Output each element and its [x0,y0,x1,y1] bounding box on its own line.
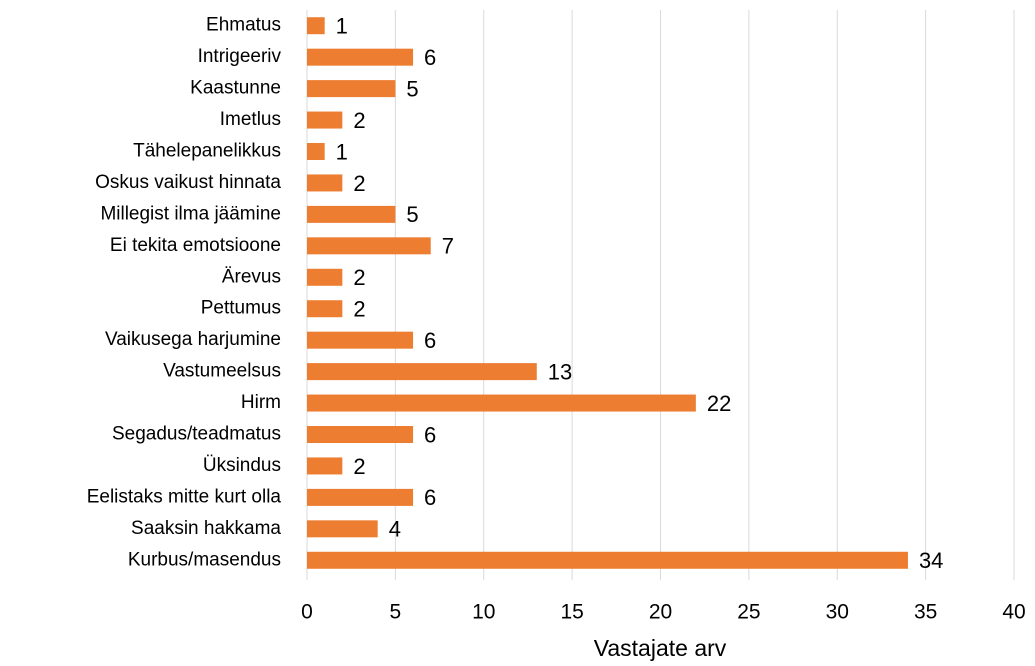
x-tick-label: 25 [737,601,760,624]
bar [307,205,396,223]
y-tick-label: Ärevus [222,266,281,287]
value-label: 22 [707,391,731,416]
x-axis-title: Vastajate arv [594,635,727,661]
value-label: 2 [353,297,365,322]
bar [307,426,414,443]
y-tick-label: Pettumus [201,298,281,319]
y-tick-label: Imetlus [220,109,281,130]
bar [307,551,908,569]
bar [307,143,325,160]
value-label: 5 [406,202,418,227]
y-tick-label: Ei tekita emotsioone [110,235,281,256]
bar [307,174,343,192]
x-tick-label: 20 [649,601,672,624]
y-tick-label: Ehmatus [206,15,281,36]
bar [307,268,343,286]
x-tick-label: 0 [301,601,313,624]
value-label: 6 [424,485,436,510]
y-tick-label: Vaikusega harjumine [105,329,281,350]
x-tick-label: 5 [390,601,402,624]
bar [307,111,343,129]
y-tick-label: Saaksin hakkama [131,518,281,539]
value-label: 2 [353,265,365,290]
value-label: 2 [353,108,365,133]
y-tick-label: Tähelepanelikkus [133,141,281,162]
value-label: 1 [336,14,348,39]
value-label: 6 [424,328,436,353]
bar [307,363,537,381]
bar [307,237,431,255]
bar [307,80,396,98]
y-tick-label: Segadus/teadmatus [112,424,281,445]
x-tick-label: 10 [472,601,495,624]
bar [307,394,696,412]
value-label: 1 [336,139,348,164]
value-label: 7 [442,234,454,259]
x-tick-label: 30 [826,601,849,624]
x-tick-label: 35 [914,601,937,624]
value-label: 5 [406,76,418,101]
y-tick-label: Kurbus/masendus [128,549,281,570]
y-tick-label: Üksindus [203,455,281,476]
x-tick-label: 15 [560,601,583,624]
bar [307,488,414,506]
value-label: 13 [548,359,572,384]
value-label: 2 [353,454,365,479]
value-label: 34 [919,548,943,573]
bar [307,331,414,349]
y-tick-label: Intrigeeriv [198,46,282,67]
value-label: 4 [389,517,401,542]
x-tick-label: 40 [1002,601,1025,624]
y-tick-label: Hirm [241,392,281,413]
bar [307,17,325,35]
y-tick-label: Vastumeelsus [163,361,281,382]
bar [307,300,343,318]
y-tick-label: Oskus vaikust hinnata [95,172,281,193]
bar [307,457,343,475]
value-label: 6 [424,422,436,447]
y-tick-label: Kaastunne [190,78,281,99]
y-tick-label: Eelistaks mitte kurt olla [87,486,282,507]
y-tick-label: Millegist ilma jäämine [100,203,281,224]
value-label: 6 [424,45,436,70]
bar [307,520,378,538]
bar [307,48,414,66]
value-label: 2 [353,171,365,196]
